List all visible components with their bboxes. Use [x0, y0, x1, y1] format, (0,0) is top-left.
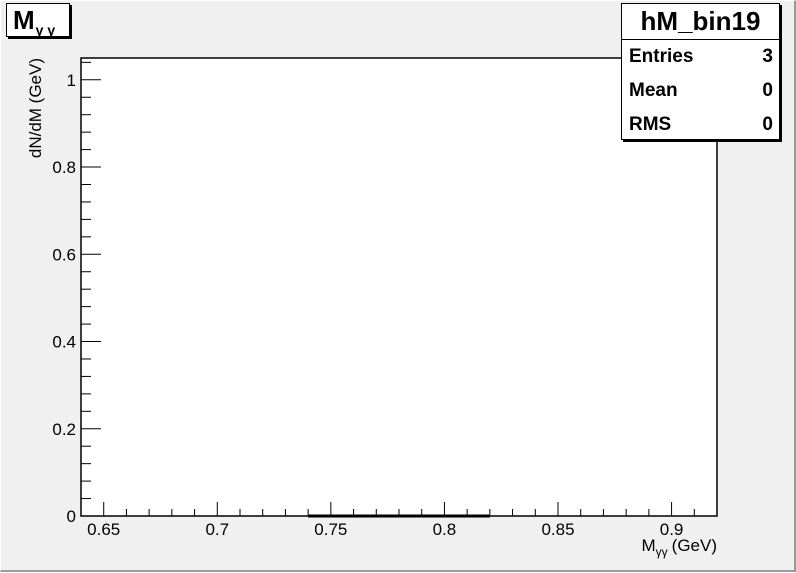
stats-rms-label: RMS	[629, 114, 672, 135]
stats-entries-row: Entries 3	[622, 40, 779, 74]
stats-mean-row: Mean 0	[622, 74, 779, 108]
x-tick-label: 0.65	[87, 520, 120, 539]
stats-histogram-name: hM_bin19	[622, 4, 779, 40]
stats-rms-row: RMS 0	[622, 108, 779, 142]
x-tick-label: 0.9	[660, 520, 684, 539]
y-tick-label: 0.4	[52, 333, 76, 352]
y-tick-label: 0	[67, 507, 76, 526]
x-axis-title: Mγγ (GeV)	[641, 536, 717, 559]
stats-rms-value: 0	[762, 114, 773, 135]
y-axis-title: dN/dM (GeV)	[26, 58, 45, 158]
x-tick-label: 0.7	[205, 520, 229, 539]
stats-mean-label: Mean	[629, 80, 678, 101]
plot-frame	[80, 57, 718, 517]
y-tick-label: 1	[67, 71, 76, 90]
x-tick-label: 0.75	[314, 520, 347, 539]
y-axis: 0 0.2 0.4 0.6 0.8 1	[52, 61, 101, 526]
x-tick-label: 0.85	[541, 520, 574, 539]
histogram-title: Mγ γ	[6, 3, 70, 38]
stats-entries-value: 3	[762, 46, 773, 67]
y-tick-label: 0.2	[52, 420, 76, 439]
stats-entries-label: Entries	[629, 46, 694, 67]
y-tick-label: 0.6	[52, 245, 76, 264]
stats-mean-value: 0	[762, 80, 773, 101]
x-tick-label: 0.8	[433, 520, 457, 539]
stats-box: hM_bin19 Entries 3 Mean 0 RMS 0	[621, 3, 780, 140]
y-tick-label: 0.8	[52, 158, 76, 177]
x-axis: 0.65 0.7 0.75 0.8 0.85 0.9	[80, 502, 718, 539]
